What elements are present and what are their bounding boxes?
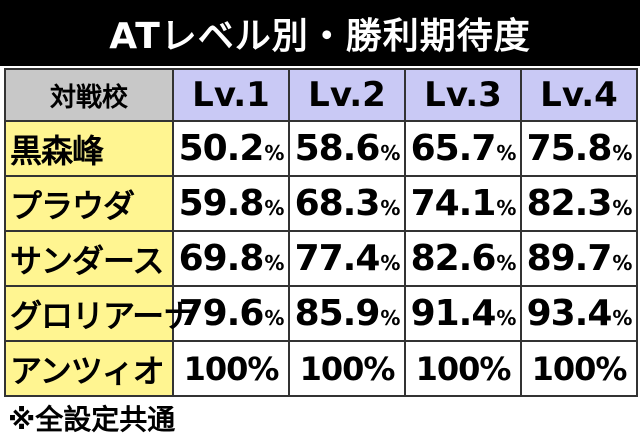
value-cell: 79.6%	[172, 285, 290, 342]
footnote: ※全設定共通	[8, 403, 176, 436]
value-number: 77.4	[294, 238, 381, 279]
percent-sign: %	[496, 306, 516, 330]
value-cell: 100%	[288, 340, 406, 397]
value-cell: 74.1%	[404, 175, 522, 232]
value-number: 65.7	[410, 128, 497, 169]
header-level-2: Lv.2	[288, 68, 406, 122]
table-row: アンツィオ 100% 100% 100% 100%	[4, 340, 638, 397]
value-number: 58.6	[294, 128, 381, 169]
value-cell: 77.4%	[288, 230, 406, 287]
percent-sign: %	[264, 141, 284, 165]
school-name: サンダース	[4, 230, 174, 287]
percent-sign: %	[264, 251, 284, 275]
value-cell: 68.3%	[288, 175, 406, 232]
value-cell: 59.8%	[172, 175, 290, 232]
header-opponent-label: 対戦校	[4, 68, 174, 122]
school-name: プラウダ	[4, 175, 174, 232]
value-number: 69.8	[178, 238, 265, 279]
percent-sign: %	[264, 196, 284, 220]
value-number: 50.2	[178, 128, 265, 169]
school-name: 黒森峰	[4, 120, 174, 177]
value-cell: 100%	[404, 340, 522, 397]
percent-sign: %	[612, 141, 632, 165]
value-cell: 93.4%	[520, 285, 638, 342]
value-cell: 69.8%	[172, 230, 290, 287]
percent-sign: %	[612, 251, 632, 275]
value-cell: 91.4%	[404, 285, 522, 342]
value-number: 91.4	[410, 293, 497, 334]
value-number: 85.9	[294, 293, 381, 334]
school-name: グロリアーナ	[4, 285, 195, 342]
percent-sign: %	[264, 306, 284, 330]
percent-sign: %	[380, 196, 400, 220]
value-cell: 58.6%	[288, 120, 406, 177]
value-cell: 50.2%	[172, 120, 290, 177]
value-number: 79.6	[178, 293, 265, 334]
percent-sign: %	[380, 251, 400, 275]
percent-sign: %	[496, 196, 516, 220]
value-number: 89.7	[526, 238, 613, 279]
page-title: ATレベル別・勝利期待度	[0, 0, 640, 66]
value-cell: 100%	[172, 340, 290, 397]
value-number: 82.6	[410, 238, 497, 279]
school-name: アンツィオ	[4, 340, 174, 397]
value-cell: 82.6%	[404, 230, 522, 287]
win-rate-table: 対戦校 Lv.1 Lv.2 Lv.3 Lv.4 黒森峰 50.2% 58.6% …	[4, 68, 638, 397]
value-cell: 82.3%	[520, 175, 638, 232]
percent-sign: %	[612, 306, 632, 330]
value-cell: 89.7%	[520, 230, 638, 287]
value-number: 82.3	[526, 183, 613, 224]
value-number: 68.3	[294, 183, 381, 224]
value-cell: 100%	[520, 340, 638, 397]
value-cell: 65.7%	[404, 120, 522, 177]
table-row: サンダース 69.8% 77.4% 82.6% 89.7%	[4, 230, 638, 287]
table-row: グロリアーナ 79.6% 85.9% 91.4% 93.4%	[4, 285, 638, 342]
header-level-1: Lv.1	[172, 68, 290, 122]
header-level-3: Lv.3	[404, 68, 522, 122]
value-number: 74.1	[410, 183, 497, 224]
table-header-row: 対戦校 Lv.1 Lv.2 Lv.3 Lv.4	[4, 68, 638, 122]
header-level-4: Lv.4	[520, 68, 638, 122]
value-number: 93.4	[526, 293, 613, 334]
percent-sign: %	[496, 141, 516, 165]
value-number: 75.8	[526, 128, 613, 169]
percent-sign: %	[496, 251, 516, 275]
percent-sign: %	[380, 141, 400, 165]
table-row: 黒森峰 50.2% 58.6% 65.7% 75.8%	[4, 120, 638, 177]
value-cell: 75.8%	[520, 120, 638, 177]
percent-sign: %	[380, 306, 400, 330]
value-cell: 85.9%	[288, 285, 406, 342]
percent-sign: %	[612, 196, 632, 220]
value-number: 59.8	[178, 183, 265, 224]
table-row: プラウダ 59.8% 68.3% 74.1% 82.3%	[4, 175, 638, 232]
